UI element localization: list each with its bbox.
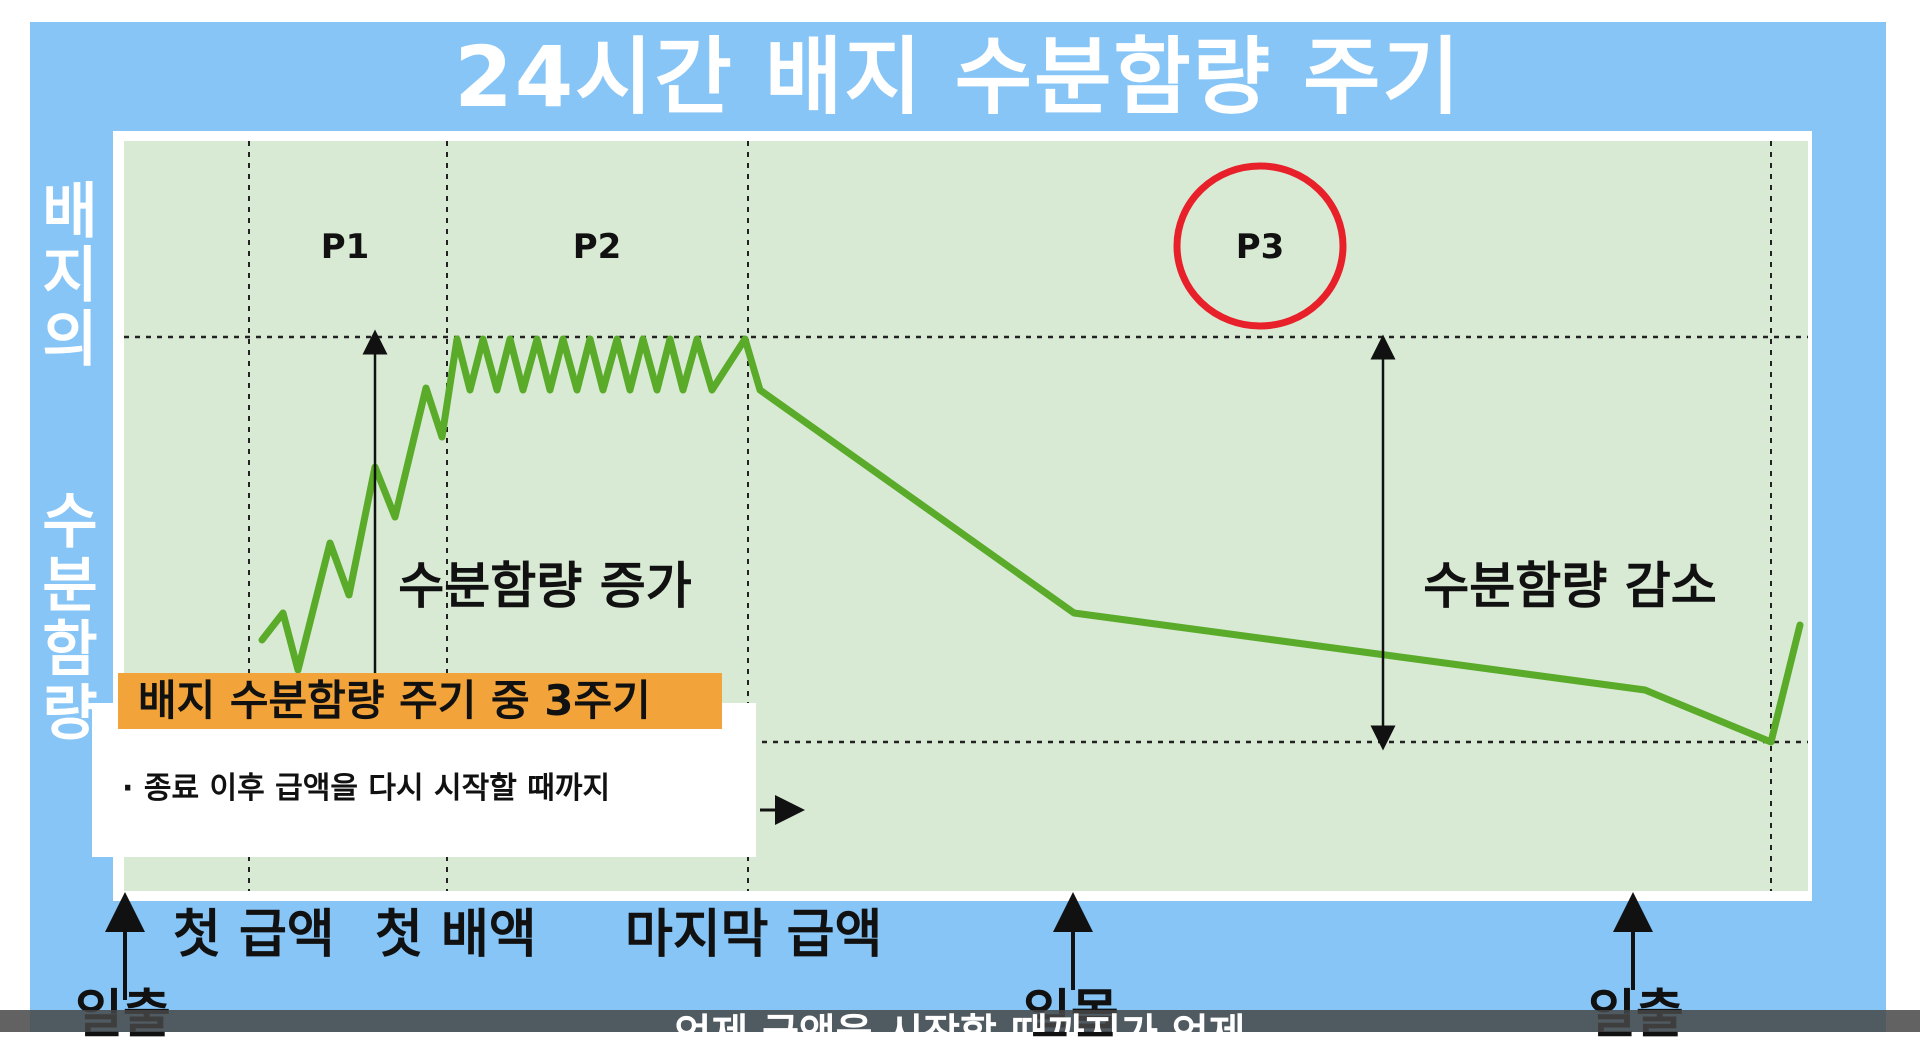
y-axis-char: 배 xyxy=(42,177,98,247)
annotation-increase: 수분함량 증가 xyxy=(398,557,691,615)
caption-bullet: · 종료 이후 급액을 다시 시작할 때까지 xyxy=(122,771,611,806)
event-first-drainage: 첫 배액 xyxy=(375,905,537,965)
y-axis-label-bottom: 수 분 함 량 xyxy=(30,490,110,746)
moisture-curve xyxy=(258,335,1804,746)
phase-label-p3: P3 xyxy=(1236,227,1285,267)
phase-label-p2: P2 xyxy=(573,227,622,267)
subtitle-text: 언제 급액을 시작할 때까지가 언제 xyxy=(0,1004,1920,1032)
y-axis-label-top: 배 지 의 xyxy=(30,180,110,372)
subtitle-bar xyxy=(0,1010,1920,1032)
event-last-irrigation: 마지막 급액 xyxy=(625,905,883,965)
slide-title: 24시간 배지 수분함량 주기 xyxy=(454,28,1462,126)
event-first-irrigation: 첫 급액 xyxy=(173,905,335,965)
y-axis-char: 분 xyxy=(42,551,98,621)
y-axis-char: 의 xyxy=(42,305,98,375)
caption-heading: 배지 수분함량 주기 중 3주기 xyxy=(118,673,722,729)
y-axis-char: 함 xyxy=(42,615,98,685)
y-axis-char: 지 xyxy=(42,241,98,311)
y-axis-char: 수 xyxy=(42,487,98,557)
highlight-circle xyxy=(1173,162,1347,330)
phase-label-p1: P1 xyxy=(321,227,370,267)
y-axis-char: 량 xyxy=(42,679,98,749)
annotation-decrease: 수분함량 감소 xyxy=(1423,557,1716,615)
